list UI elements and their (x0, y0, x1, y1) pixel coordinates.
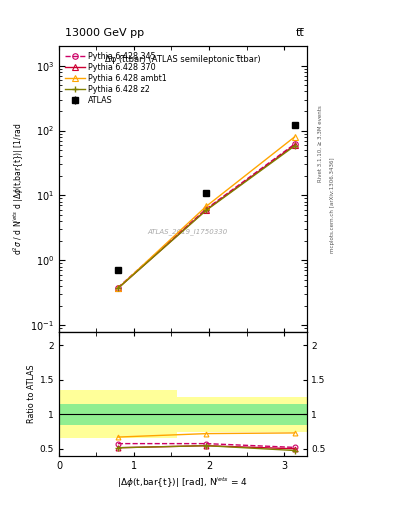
Text: tt̅: tt̅ (296, 28, 305, 38)
Pythia 6.428 z2 (116, 285, 120, 291)
Pythia 6.428 370 (116, 285, 120, 291)
Y-axis label: Ratio to ATLAS: Ratio to ATLAS (27, 365, 35, 423)
Pythia 6.428 ambt1 (292, 134, 297, 140)
Pythia 6.428 345 (204, 206, 209, 212)
Text: ATLAS_2019_I1750330: ATLAS_2019_I1750330 (148, 228, 228, 235)
Pythia 6.428 370 (204, 207, 209, 213)
Text: Δφ (t̅tbar) (ATLAS semileptonic t̅tbar): Δφ (t̅tbar) (ATLAS semileptonic t̅tbar) (105, 55, 261, 63)
Line: Pythia 6.428 370: Pythia 6.428 370 (115, 142, 298, 291)
Y-axis label: d$^2\sigma$ / d N$^{jets}$ d |$\Delta\phi$(t,bar{t})| [1/rad: d$^2\sigma$ / d N$^{jets}$ d |$\Delta\ph… (12, 123, 26, 255)
Line: Pythia 6.428 345: Pythia 6.428 345 (115, 141, 298, 290)
Text: mcplots.cern.ch [arXiv:1306.3436]: mcplots.cern.ch [arXiv:1306.3436] (330, 157, 334, 252)
Pythia 6.428 345 (116, 285, 120, 291)
Text: 13000 GeV pp: 13000 GeV pp (65, 28, 144, 38)
Pythia 6.428 370 (292, 142, 297, 148)
Line: Pythia 6.428 ambt1: Pythia 6.428 ambt1 (115, 134, 298, 291)
Pythia 6.428 ambt1 (204, 203, 209, 209)
Text: Rivet 3.1.10, ≥ 3.3M events: Rivet 3.1.10, ≥ 3.3M events (318, 105, 323, 182)
Legend: Pythia 6.428 345, Pythia 6.428 370, Pythia 6.428 ambt1, Pythia 6.428 z2, ATLAS: Pythia 6.428 345, Pythia 6.428 370, Pyth… (63, 50, 168, 106)
Pythia 6.428 z2 (204, 207, 209, 214)
Line: Pythia 6.428 z2: Pythia 6.428 z2 (114, 142, 298, 292)
Pythia 6.428 345 (292, 141, 297, 147)
Pythia 6.428 ambt1 (116, 285, 120, 291)
Pythia 6.428 z2 (292, 143, 297, 149)
X-axis label: |$\Delta\phi$(t,bar{t})| [rad], N$^{jets}$ = 4: |$\Delta\phi$(t,bar{t})| [rad], N$^{jets… (117, 476, 248, 490)
